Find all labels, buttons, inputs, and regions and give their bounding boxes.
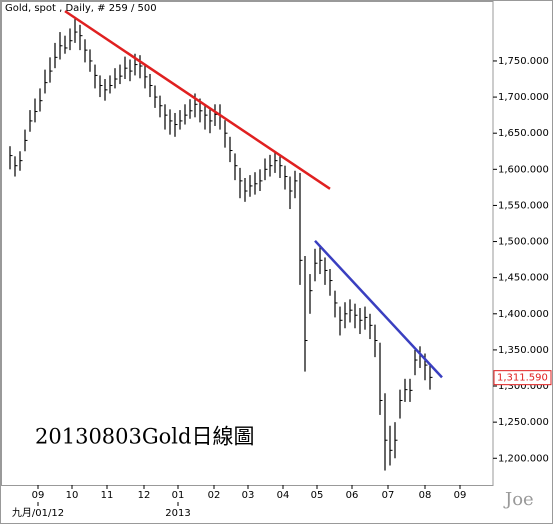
x-tick-label: 06 (346, 490, 359, 501)
x-tick-label: 11 (101, 490, 114, 501)
trend-line (64, 10, 331, 190)
x-sublabel: 九月/01/12 (12, 507, 64, 519)
y-tick-label: 1,200.000 (498, 453, 549, 464)
annotation: 20130803Gold日線圖 (35, 425, 254, 449)
x-tick-label: 08 (419, 490, 432, 501)
last-price-label: 1,311.590 (497, 373, 548, 384)
last-price-box (493, 370, 552, 386)
y-tick-label: 1,650.000 (498, 128, 549, 139)
x-tick-label: 12 (138, 490, 151, 501)
y-tick-label: 1,500.000 (498, 237, 549, 248)
x-tick-label: 09 (32, 490, 45, 501)
y-tick-label: 1,400.000 (498, 309, 549, 320)
x-tick-label: 03 (242, 490, 255, 501)
watermark: Joe (503, 489, 534, 510)
y-tick-label: 1,550.000 (498, 200, 549, 211)
x-tick-label: 02 (208, 490, 221, 501)
trend-line (314, 239, 443, 379)
x-tick-label: 05 (311, 490, 324, 501)
x-tick-label: 01 (172, 490, 185, 501)
x-tick-label: 04 (277, 490, 290, 501)
y-tick-label: 1,250.000 (498, 417, 549, 428)
y-tick-label: 1,350.000 (498, 345, 549, 356)
x-tick-label: 07 (382, 490, 395, 501)
y-tick-label: 1,700.000 (498, 92, 549, 103)
x-sublabel: 2013 (165, 508, 190, 519)
plot-area (1, 1, 494, 486)
x-tick-label: 09 (454, 490, 467, 501)
x-tick-label: 10 (66, 490, 79, 501)
y-tick-label: 1,450.000 (498, 273, 549, 284)
y-tick-label: 1,750.000 (498, 56, 549, 67)
y-tick-label: 1,600.000 (498, 164, 549, 175)
y-tick-label: 1,300.000 (498, 381, 549, 392)
chart-title: Gold, spot , Daily, # 259 / 500 (5, 3, 157, 14)
